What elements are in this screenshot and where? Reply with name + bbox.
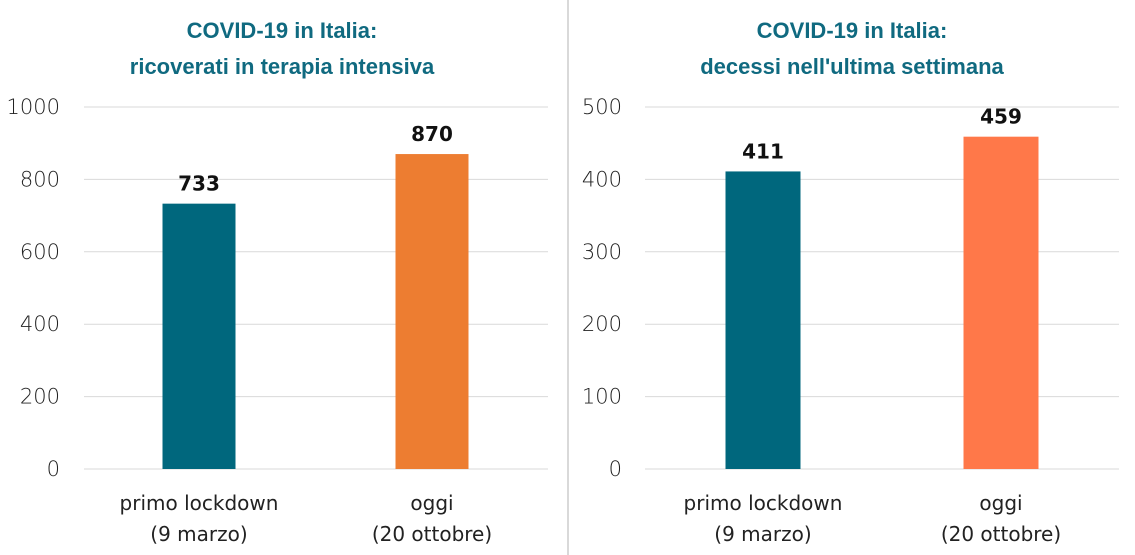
- bar: [725, 171, 801, 469]
- y-tick-label: 800: [20, 167, 60, 191]
- y-tick-label: 100: [582, 385, 622, 409]
- y-tick-label: 500: [582, 95, 622, 119]
- y-tick-label: 200: [20, 385, 60, 409]
- y-tick-label: 200: [582, 312, 622, 336]
- y-tick-label: 0: [47, 457, 60, 481]
- x-category-label: primo lockdown: [684, 491, 843, 515]
- y-tick-label: 400: [582, 167, 622, 191]
- chart-title: COVID-19 in Italia:: [757, 18, 948, 43]
- chart-title: ricoverati in terapia intensiva: [130, 54, 435, 79]
- bar: [162, 203, 236, 470]
- x-category-label: (20 ottobre): [372, 522, 492, 546]
- x-category-label: (9 marzo): [150, 522, 247, 546]
- x-category-label: oggi: [979, 491, 1022, 515]
- data-label: 733: [178, 172, 220, 196]
- chart-title: COVID-19 in Italia:: [187, 18, 378, 43]
- x-category-label: primo lockdown: [120, 491, 279, 515]
- y-tick-label: 0: [609, 457, 622, 481]
- y-tick-label: 300: [582, 240, 622, 264]
- chart-title: decessi nell'ultima settimana: [700, 54, 1004, 79]
- data-label: 459: [980, 105, 1022, 129]
- x-category-label: oggi: [410, 491, 453, 515]
- data-label: 870: [411, 122, 453, 146]
- y-tick-label: 1000: [7, 95, 60, 119]
- data-label: 411: [742, 139, 784, 163]
- bar: [395, 154, 469, 469]
- x-category-label: (20 ottobre): [941, 522, 1061, 546]
- x-category-label: (9 marzo): [714, 522, 811, 546]
- bar: [963, 136, 1039, 469]
- y-tick-label: 400: [20, 312, 60, 336]
- y-tick-label: 600: [20, 240, 60, 264]
